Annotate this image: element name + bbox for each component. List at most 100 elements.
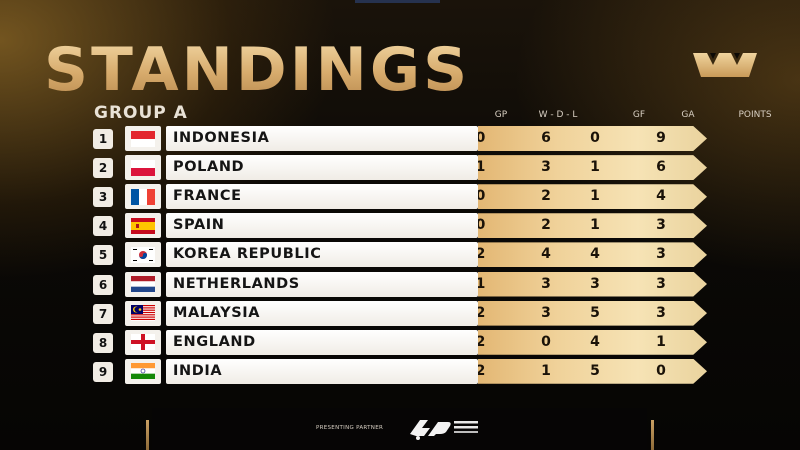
team-name: INDIA — [173, 362, 223, 379]
table-row: 9INDIA20-0-2150 — [93, 358, 707, 384]
team-name: FRANCE — [173, 188, 242, 205]
stats-cell: 20-0-2150 — [478, 358, 707, 384]
indonesia-flag-icon — [131, 130, 155, 147]
team-name: INDONESIA — [173, 130, 270, 146]
team-name-cell: SPAIN — [166, 213, 478, 239]
stats-cell: 31-0-2353 — [478, 300, 707, 326]
stat-wdl: 1-0-2 — [478, 305, 485, 321]
stat-ga: 1 — [590, 217, 600, 234]
stat-wdl: 1-0-0 — [478, 217, 485, 233]
stat-wdl: 2-0-1 — [478, 159, 485, 175]
stat-points: 4 — [656, 188, 666, 205]
stat-points: 9 — [656, 130, 666, 146]
stat-points: 3 — [656, 275, 666, 292]
stat-wdl: 1-0-2 — [478, 246, 485, 262]
malaysia-flag-icon — [131, 305, 155, 322]
stat-wdl: 3-0-0 — [478, 130, 485, 146]
stat-gf: 4 — [541, 246, 551, 263]
stat-gf: 1 — [541, 362, 551, 379]
top-accent-bar — [355, 0, 440, 3]
rank-badge: 1 — [93, 129, 113, 149]
flag-box — [125, 126, 161, 151]
flag-box — [125, 155, 161, 181]
flag-box — [125, 358, 161, 384]
team-name-cell: INDONESIA — [166, 126, 478, 151]
team-name: POLAND — [173, 159, 245, 176]
team-name-cell: ENGLAND — [166, 329, 478, 355]
column-header-points: POINTS — [738, 110, 772, 120]
stats-cell: 30-1-2041 — [478, 329, 707, 355]
footer-left-accent — [146, 420, 149, 450]
column-header-wdl: W - D - L — [538, 110, 578, 120]
footer-right-accent — [651, 420, 654, 450]
stat-gf: 0 — [541, 333, 551, 350]
stat-ga: 0 — [590, 130, 600, 146]
stats-cell: 11-0-0213 — [478, 213, 707, 239]
team-name-cell: INDIA — [166, 358, 478, 384]
column-header-gp: GP — [494, 110, 508, 120]
team-name: SPAIN — [173, 217, 225, 234]
table-row: 7MALAYSIA31-0-2353 — [93, 300, 707, 326]
stat-ga: 5 — [590, 362, 600, 379]
stat-ga: 1 — [590, 159, 600, 176]
team-name: ENGLAND — [173, 333, 256, 350]
team-name-cell: POLAND — [166, 155, 478, 181]
stat-wdl: 0-0-2 — [478, 363, 485, 379]
table-row: 1INDONESIA33-0-0609 — [93, 126, 707, 151]
rank-badge: 9 — [93, 361, 113, 382]
stat-gf: 6 — [541, 130, 551, 146]
crown-logo-icon — [693, 53, 757, 77]
team-name-cell: KOREA REPUBLIC — [166, 242, 478, 268]
footer-panel — [152, 408, 647, 450]
flag-box — [125, 184, 161, 210]
partner-label: PRESENTING PARTNER — [316, 425, 384, 431]
rank-badge: 3 — [93, 187, 113, 208]
flag-box — [125, 271, 161, 297]
flag-box — [125, 329, 161, 355]
stat-ga: 4 — [590, 246, 600, 263]
table-row: 6NETHERLANDS21-0-1333 — [93, 271, 707, 297]
team-name: NETHERLANDS — [173, 275, 300, 292]
stat-points: 0 — [656, 362, 666, 379]
stat-ga: 3 — [590, 275, 600, 292]
table-row: 8ENGLAND30-1-2041 — [93, 329, 707, 355]
rank-badge: 5 — [93, 245, 113, 266]
rank-badge: 8 — [93, 332, 113, 353]
column-header-gf: GF — [632, 110, 646, 120]
saudi-esports-logo-icon — [410, 420, 478, 440]
team-name-cell: NETHERLANDS — [166, 271, 478, 297]
stat-ga: 5 — [590, 304, 600, 321]
england-flag-icon — [131, 334, 155, 351]
stat-points: 3 — [656, 246, 666, 263]
stat-gf: 3 — [541, 275, 551, 292]
india-flag-icon — [131, 363, 155, 380]
rank-badge: 6 — [93, 274, 113, 295]
flag-box — [125, 242, 161, 268]
rank-badge: 7 — [93, 303, 113, 324]
stats-cell: 21-0-1333 — [478, 271, 707, 297]
table-row: 4SPAIN11-0-0213 — [93, 213, 707, 239]
rank-badge: 2 — [93, 158, 113, 179]
stat-wdl: 0-1-2 — [478, 334, 485, 350]
group-label: GROUP A — [94, 103, 188, 123]
stat-points: 3 — [656, 304, 666, 321]
stats-cell: 33-0-0609 — [478, 126, 707, 151]
netherlands-flag-icon — [131, 276, 155, 292]
stat-gf: 3 — [541, 159, 551, 176]
stats-cell: 32-0-1316 — [478, 155, 707, 181]
team-name-cell: FRANCE — [166, 184, 478, 210]
rank-badge: 4 — [93, 216, 113, 237]
stat-ga: 4 — [590, 333, 600, 350]
spain-flag-icon — [131, 217, 155, 234]
france-flag-icon — [131, 188, 155, 205]
stat-points: 3 — [656, 217, 666, 234]
stat-gf: 2 — [541, 217, 551, 234]
korea-flag-icon — [131, 246, 155, 263]
flag-box — [125, 300, 161, 326]
poland-flag-icon — [131, 159, 155, 176]
stat-wdl: 1-1-0 — [478, 188, 485, 204]
stats-cell: 21-1-0214 — [478, 184, 707, 210]
stat-ga: 1 — [590, 188, 600, 205]
